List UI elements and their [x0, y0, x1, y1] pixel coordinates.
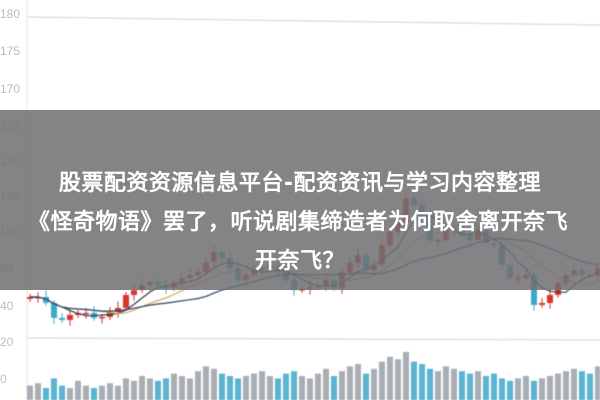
candle-body — [123, 294, 129, 308]
volume-bar — [139, 376, 145, 400]
volume-bar — [171, 373, 177, 400]
volume-bar — [483, 376, 489, 400]
volume-bar — [507, 380, 513, 400]
volume-bar — [579, 371, 585, 400]
volume-bar — [331, 376, 337, 400]
volume-bar — [123, 378, 129, 400]
volume-bar — [35, 383, 41, 400]
volume-bar — [547, 376, 553, 400]
volume-bar — [283, 373, 289, 400]
volume-bar — [427, 368, 433, 400]
candle-body — [59, 317, 65, 320]
volume-bar — [107, 383, 113, 400]
volume-bar — [275, 378, 281, 400]
candle-body — [99, 316, 105, 319]
volume-bar — [555, 373, 561, 400]
volume-bar — [163, 378, 169, 400]
volume-bar — [307, 378, 313, 400]
volume-bar — [27, 385, 33, 400]
candle-body — [539, 302, 545, 305]
volume-bar — [59, 385, 65, 400]
volume-bar — [339, 371, 345, 400]
grid-line — [26, 337, 600, 341]
candle-body — [547, 294, 553, 303]
volume-bar — [243, 376, 249, 400]
volume-bar — [347, 366, 353, 400]
volume-bar — [251, 373, 257, 400]
volume-bar — [227, 376, 233, 400]
volume-bar — [179, 376, 185, 400]
volume-bar — [99, 385, 105, 400]
volume-bar — [267, 376, 273, 400]
volume-bar — [563, 371, 569, 400]
volume-bar — [379, 361, 385, 400]
volume-bar — [387, 356, 393, 400]
volume-bar — [411, 361, 417, 400]
volume-bar — [299, 376, 305, 400]
y-tick-label: 180 — [0, 7, 21, 21]
volume-bar — [515, 378, 521, 400]
volume-bar — [91, 388, 97, 400]
volume-bar — [203, 366, 209, 400]
volume-bar — [403, 352, 409, 400]
candle-body — [27, 297, 33, 299]
volume-bar — [531, 380, 537, 400]
volume-bar — [523, 376, 529, 400]
volume-bar — [235, 378, 241, 400]
volume-bar — [499, 378, 505, 400]
volume-bar — [155, 380, 161, 400]
grid-line — [26, 16, 600, 26]
candle-body — [43, 297, 49, 303]
candle-body — [131, 289, 137, 295]
volume-bar — [419, 364, 425, 400]
volume-bar — [83, 385, 89, 400]
volume-bar — [75, 380, 81, 400]
candle-body — [51, 302, 57, 318]
volume-bar — [443, 366, 449, 400]
candle-body — [35, 297, 41, 299]
y-tick-label: 0 — [0, 372, 7, 386]
volume-bar — [355, 364, 361, 400]
y-tick-label: 170 — [0, 82, 21, 96]
volume-bar — [459, 371, 465, 400]
volume-bar — [291, 371, 297, 400]
volume-bar — [595, 366, 600, 400]
volume-bar — [219, 373, 225, 400]
volume-bar — [67, 388, 73, 400]
volume-bar — [363, 373, 369, 400]
volume-bar — [371, 368, 377, 400]
overlay-title-line-1: 股票配资资源信息平台-配资资讯与学习内容整理 — [58, 171, 542, 196]
overlay-title-line-2: 《怪奇物语》罢了，听说剧集缔造者为何取舍离开奈飞 — [27, 210, 568, 235]
volume-bar — [259, 371, 265, 400]
candle-body — [67, 314, 73, 320]
y-tick-label: 40 — [0, 299, 14, 313]
volume-bar — [51, 378, 57, 400]
volume-bar — [435, 371, 441, 400]
y-tick-label: 20 — [0, 335, 14, 349]
title-overlay-banner: 股票配资资源信息平台-配资资讯与学习内容整理 《怪奇物语》罢了，听说剧集缔造者为… — [0, 110, 600, 290]
overlay-title-line-3: 开奈飞？ — [254, 249, 345, 274]
volume-bar — [115, 385, 121, 400]
volume-bar — [491, 373, 497, 400]
volume-bar — [395, 359, 401, 400]
volume-bar — [467, 373, 473, 400]
volume-bar — [187, 378, 193, 400]
candle-body — [83, 312, 89, 315]
volume-bar — [451, 368, 457, 400]
volume-bar — [195, 371, 201, 400]
volume-bar — [571, 368, 577, 400]
y-tick-label: 175 — [0, 44, 21, 58]
volume-bar — [587, 373, 593, 400]
volume-bar — [131, 380, 137, 400]
volume-bar — [475, 371, 481, 400]
volume-bar — [315, 373, 321, 400]
volume-bar — [211, 368, 217, 400]
volume-bar — [539, 378, 545, 400]
volume-bar — [43, 388, 49, 400]
volume-bar — [147, 378, 153, 400]
candle-body — [115, 307, 121, 312]
volume-bar — [323, 368, 329, 400]
